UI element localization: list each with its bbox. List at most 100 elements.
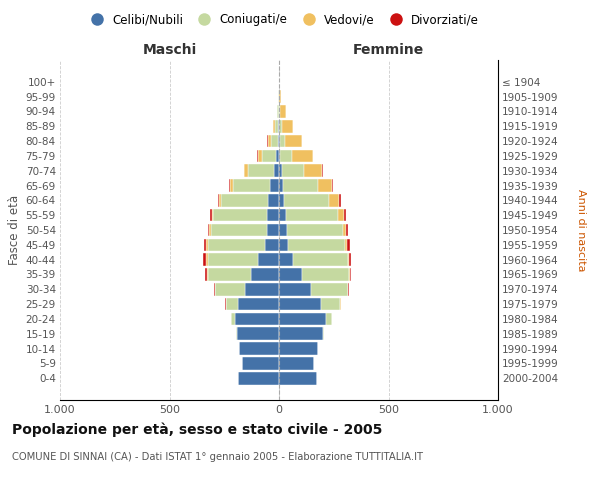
Bar xyxy=(267,209,279,222)
Bar xyxy=(350,268,351,281)
Bar xyxy=(279,135,280,147)
Bar xyxy=(326,312,332,325)
Text: Maschi: Maschi xyxy=(142,42,197,56)
Bar xyxy=(346,224,348,236)
Y-axis label: Anni di nascita: Anni di nascita xyxy=(575,188,586,271)
Bar xyxy=(281,120,293,132)
Bar xyxy=(267,224,279,236)
Bar xyxy=(280,105,286,118)
Bar xyxy=(349,254,351,266)
Bar xyxy=(284,194,329,206)
Bar xyxy=(280,120,281,132)
Bar xyxy=(268,194,279,206)
Bar xyxy=(273,120,275,132)
Bar xyxy=(239,342,279,355)
Bar xyxy=(278,120,279,132)
Bar xyxy=(317,179,332,192)
Bar xyxy=(279,268,302,281)
Bar xyxy=(274,164,279,177)
Bar xyxy=(236,328,237,340)
Bar xyxy=(209,224,211,236)
Bar xyxy=(329,194,339,206)
Bar xyxy=(279,328,323,340)
Bar xyxy=(265,238,279,251)
Bar xyxy=(280,150,292,162)
Bar xyxy=(230,179,233,192)
Bar xyxy=(208,238,265,251)
Bar xyxy=(203,254,206,266)
Bar xyxy=(208,268,251,281)
Bar xyxy=(212,209,214,222)
Bar xyxy=(206,254,208,266)
Bar xyxy=(279,179,283,192)
Bar xyxy=(214,283,215,296)
Bar xyxy=(205,268,207,281)
Bar xyxy=(343,224,346,236)
Bar xyxy=(344,209,346,222)
Bar xyxy=(258,254,279,266)
Bar xyxy=(279,105,280,118)
Text: Femmine: Femmine xyxy=(353,42,424,56)
Bar xyxy=(278,135,279,147)
Bar xyxy=(238,372,279,384)
Bar xyxy=(208,224,209,236)
Bar xyxy=(270,179,279,192)
Bar xyxy=(279,312,326,325)
Bar xyxy=(338,209,344,222)
Bar xyxy=(268,135,271,147)
Bar xyxy=(262,150,277,162)
Bar xyxy=(248,164,274,177)
Bar xyxy=(281,164,304,177)
Bar xyxy=(339,194,341,206)
Text: Popolazione per età, sesso e stato civile - 2005: Popolazione per età, sesso e stato civil… xyxy=(12,422,382,437)
Bar xyxy=(208,254,258,266)
Bar xyxy=(221,194,268,206)
Bar xyxy=(219,194,221,206)
Bar xyxy=(285,135,302,147)
Bar xyxy=(237,328,279,340)
Bar xyxy=(283,179,317,192)
Bar xyxy=(231,312,235,325)
Bar xyxy=(279,209,286,222)
Bar xyxy=(279,194,284,206)
Bar xyxy=(229,179,230,192)
Bar xyxy=(245,283,279,296)
Bar xyxy=(279,164,281,177)
Bar xyxy=(280,135,285,147)
Bar xyxy=(271,135,278,147)
Bar xyxy=(347,238,350,251)
Bar xyxy=(277,150,279,162)
Bar xyxy=(206,238,208,251)
Bar xyxy=(238,298,279,310)
Bar xyxy=(293,254,347,266)
Y-axis label: Fasce di età: Fasce di età xyxy=(8,195,22,265)
Bar xyxy=(345,238,347,251)
Bar xyxy=(204,238,206,251)
Bar xyxy=(242,357,279,370)
Bar xyxy=(235,312,279,325)
Bar xyxy=(211,224,267,236)
Bar xyxy=(279,298,321,310)
Bar xyxy=(288,238,345,251)
Bar xyxy=(226,298,238,310)
Bar xyxy=(321,298,340,310)
Bar xyxy=(215,283,245,296)
Bar xyxy=(233,179,270,192)
Bar xyxy=(279,283,311,296)
Bar xyxy=(311,283,347,296)
Bar xyxy=(286,209,338,222)
Bar xyxy=(251,268,279,281)
Bar xyxy=(349,268,350,281)
Bar xyxy=(292,150,313,162)
Bar xyxy=(244,164,248,177)
Bar xyxy=(279,372,317,384)
Bar xyxy=(279,357,314,370)
Bar xyxy=(218,194,219,206)
Bar xyxy=(277,105,278,118)
Bar xyxy=(279,224,287,236)
Bar xyxy=(279,254,293,266)
Legend: Celibi/Nubili, Coniugati/e, Vedovi/e, Divorziati/e: Celibi/Nubili, Coniugati/e, Vedovi/e, Di… xyxy=(80,8,484,31)
Bar xyxy=(323,328,324,340)
Bar xyxy=(287,224,343,236)
Bar xyxy=(347,254,349,266)
